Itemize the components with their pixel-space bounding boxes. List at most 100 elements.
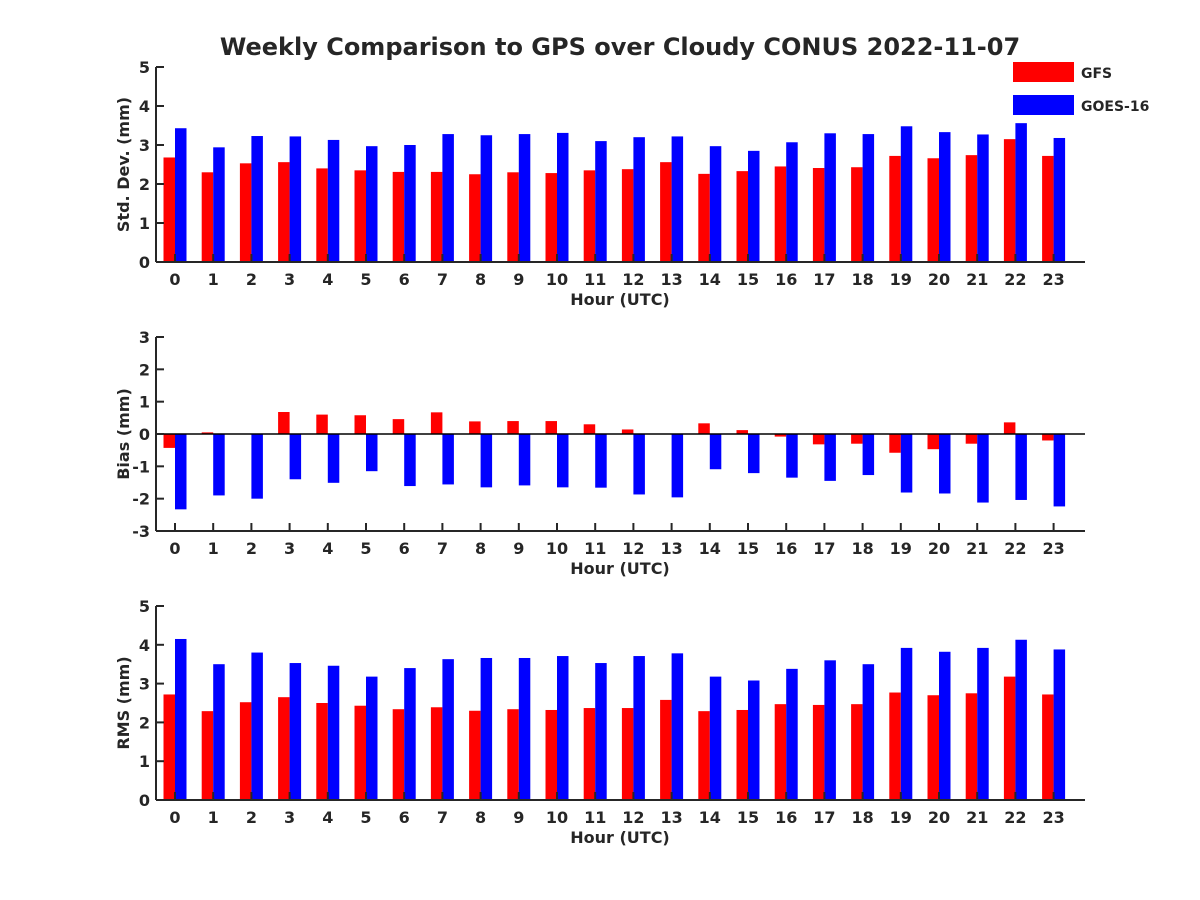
- bar-gfs: [965, 155, 978, 262]
- x-tick-label: 17: [813, 808, 835, 827]
- bar-goes16: [748, 150, 760, 262]
- x-tick-label: 20: [928, 808, 950, 827]
- x-tick-label: 8: [475, 539, 486, 558]
- x-tick-label: 21: [966, 270, 988, 289]
- bar-gfs: [851, 434, 863, 444]
- bar-gfs: [927, 695, 939, 800]
- bar-goes16: [366, 676, 378, 800]
- x-tick-label: 5: [360, 270, 371, 289]
- x-tick-label: 6: [399, 270, 410, 289]
- x-tick-label: 3: [284, 539, 295, 558]
- bar-goes16: [442, 434, 454, 485]
- bar-goes16: [442, 134, 454, 262]
- bar-gfs: [316, 414, 328, 434]
- y-tick-label: 4: [139, 636, 150, 655]
- bar-gfs: [812, 168, 825, 262]
- bar-gfs: [583, 708, 596, 800]
- y-tick-label: 3: [139, 136, 150, 155]
- x-tick-label: 13: [660, 808, 682, 827]
- bar-gfs: [889, 155, 901, 262]
- x-tick-label: 18: [851, 539, 873, 558]
- x-tick-label: 0: [169, 539, 180, 558]
- bar-gfs: [698, 711, 710, 800]
- bar-gfs: [736, 709, 748, 800]
- x-tick-label: 8: [475, 270, 486, 289]
- x-tick-label: 11: [584, 808, 606, 827]
- bar-goes16: [709, 434, 722, 470]
- bar-gfs: [621, 169, 634, 262]
- x-tick-label: 14: [699, 539, 721, 558]
- bar-gfs: [1003, 139, 1016, 262]
- y-tick-label: 0: [139, 253, 150, 272]
- x-tick-label: 13: [660, 539, 682, 558]
- bar-goes16: [862, 134, 875, 262]
- x-tick-label: 4: [322, 539, 333, 558]
- x-tick-label: 19: [890, 270, 912, 289]
- bar-gfs: [736, 171, 748, 262]
- bar-goes16: [251, 136, 263, 262]
- x-tick-label: 10: [546, 808, 568, 827]
- bar-goes16: [824, 434, 836, 481]
- x-tick-label: 9: [513, 270, 524, 289]
- x-tick-label: 5: [360, 808, 371, 827]
- y-tick-label: 5: [139, 58, 150, 77]
- x-tick-label: 9: [513, 808, 524, 827]
- y-tick-label: 4: [139, 97, 150, 116]
- bar-goes16: [900, 434, 913, 493]
- bar-goes16: [977, 647, 989, 800]
- x-tick-label: 4: [322, 808, 333, 827]
- bar-gfs: [239, 702, 252, 800]
- bar-gfs: [430, 707, 443, 800]
- x-tick-label: 4: [322, 270, 333, 289]
- bar-gfs: [469, 174, 481, 262]
- x-tick-label: 16: [775, 808, 797, 827]
- bar-goes16: [939, 651, 951, 800]
- bar-gfs: [774, 166, 787, 262]
- bar-goes16: [824, 133, 836, 262]
- chart-title: Weekly Comparison to GPS over Cloudy CON…: [220, 33, 1020, 61]
- bar-gfs: [1042, 694, 1054, 800]
- bar-gfs: [354, 705, 366, 800]
- bar-goes16: [557, 132, 569, 262]
- bar-gfs: [812, 704, 825, 800]
- bar-goes16: [404, 668, 416, 800]
- x-tick-label: 23: [1042, 270, 1064, 289]
- bar-goes16: [366, 146, 378, 262]
- bar-gfs: [965, 434, 978, 444]
- x-tick-label: 0: [169, 808, 180, 827]
- bar-gfs: [545, 173, 557, 262]
- bar-gfs: [201, 172, 214, 262]
- bar-goes16: [327, 665, 340, 800]
- x-tick-label: 13: [660, 270, 682, 289]
- x-tick-label: 9: [513, 539, 524, 558]
- y-tick-label: 1: [139, 752, 150, 771]
- bar-gfs: [278, 412, 290, 434]
- bar-goes16: [1015, 434, 1027, 500]
- bar-gfs: [545, 421, 557, 434]
- x-tick-label: 3: [284, 270, 295, 289]
- x-tick-label: 22: [1004, 539, 1026, 558]
- bar-goes16: [518, 434, 531, 486]
- x-tick-label: 19: [890, 808, 912, 827]
- bar-gfs: [278, 697, 290, 800]
- bar-goes16: [824, 660, 836, 800]
- bar-gfs: [851, 704, 863, 800]
- bar-goes16: [900, 647, 913, 800]
- bar-goes16: [900, 126, 913, 262]
- bar-goes16: [671, 136, 684, 262]
- bar-goes16: [557, 434, 569, 488]
- bar-goes16: [633, 656, 645, 800]
- x-tick-label: 12: [622, 539, 644, 558]
- y-tick-label: 0: [139, 425, 150, 444]
- x-tick-label: 17: [813, 270, 835, 289]
- x-tick-label: 15: [737, 539, 759, 558]
- bar-goes16: [862, 664, 875, 800]
- x-tick-label: 0: [169, 270, 180, 289]
- bar-gfs: [354, 170, 366, 262]
- x-axis-label: Hour (UTC): [570, 828, 670, 847]
- bar-gfs: [507, 709, 519, 800]
- bar-goes16: [289, 663, 302, 800]
- bar-goes16: [289, 434, 302, 480]
